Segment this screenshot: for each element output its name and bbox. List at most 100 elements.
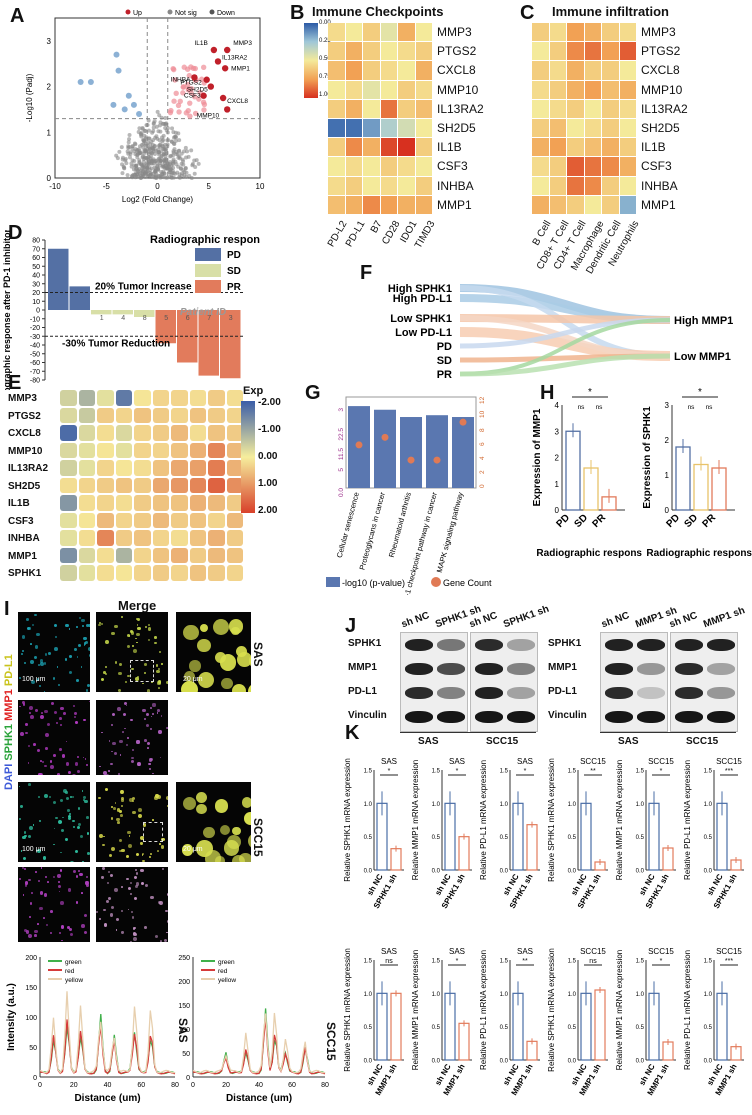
heat-e-colorbar-tick: 0.00 <box>258 451 277 462</box>
cell-signal <box>197 639 210 652</box>
waterfall-legend-swatch <box>195 264 221 277</box>
heat-cell <box>602 100 619 118</box>
western-row-label: SPHK1 <box>548 638 581 649</box>
channel-sphk1: SPHK1 <box>3 724 15 761</box>
heat-cell <box>398 138 415 156</box>
cell-signal <box>87 684 90 687</box>
profile-y-tick: 100 <box>178 1027 190 1034</box>
heat-e-cell <box>79 565 96 581</box>
qpcr-sig: ** <box>522 958 528 965</box>
heat-cell <box>567 81 584 99</box>
volcano-point-ns <box>138 151 142 155</box>
heat-e-cell <box>190 460 207 476</box>
cell-signal <box>43 917 45 919</box>
barh-bar <box>712 468 726 510</box>
cell-signal <box>221 678 232 689</box>
volcano-point-ns <box>184 146 188 150</box>
cell-signal <box>107 882 109 884</box>
cell-signal <box>19 878 21 880</box>
qpcr-y-tick: 0.5 <box>568 835 577 841</box>
cell-signal <box>34 934 37 937</box>
cell-signal <box>83 637 87 641</box>
heat-e-colorbar-tick: 1.00 <box>258 478 277 489</box>
volcano-point-ns <box>145 174 149 178</box>
western-membrane <box>470 632 538 732</box>
qpcr-bar <box>663 848 673 870</box>
cell-signal <box>244 812 251 824</box>
heat-e-cell <box>79 478 96 494</box>
heat-cell <box>567 157 584 175</box>
volcano-point-ns <box>135 155 139 159</box>
volcano-point-ns <box>141 127 145 131</box>
enrich-bar <box>426 415 448 488</box>
barh-y-tick: 1 <box>665 471 670 480</box>
cell-signal <box>205 850 222 862</box>
heat-row-label: CSF3 <box>437 159 468 173</box>
volcano-point-ns <box>197 162 201 166</box>
qpcr-y-tick: 0.5 <box>500 835 509 841</box>
barh-y-tick: 4 <box>555 401 560 410</box>
western-band <box>507 687 535 699</box>
cell-signal <box>23 857 26 860</box>
western-band <box>475 639 503 651</box>
heat-cell <box>381 196 398 214</box>
cell-signal <box>146 724 149 727</box>
heat-cell <box>416 196 433 214</box>
western-band <box>475 687 503 699</box>
heat-col-label: IDO1 <box>410 219 420 225</box>
cell-signal <box>43 856 46 859</box>
heat-cell <box>328 61 345 79</box>
cell-signal <box>166 681 168 684</box>
cell-signal <box>134 876 137 879</box>
cell-signal <box>53 844 55 846</box>
volcano-point-ns <box>153 119 157 123</box>
heat-cell <box>620 196 637 214</box>
cell-signal <box>77 656 79 658</box>
qpcr-title: SCC15 <box>716 947 742 956</box>
qpcr-sig: ns <box>385 958 393 965</box>
cell-signal <box>59 932 61 934</box>
cell-signal <box>59 717 62 720</box>
heat-e-cell <box>153 460 170 476</box>
channel-pdl1: PD-L1 <box>3 654 15 686</box>
barh-bar <box>584 468 598 510</box>
cell-signal <box>82 790 84 792</box>
barh-sig: ns <box>688 404 696 411</box>
volcano-legend-dot <box>168 10 173 15</box>
heat-cell <box>398 61 415 79</box>
cell-signal <box>109 740 111 742</box>
heat-e-cell <box>134 443 151 459</box>
volcano-point-ns <box>158 120 162 124</box>
heat-e-colorbar-tick: -2.00 <box>258 397 281 408</box>
profile-y-tick: 200 <box>25 955 37 962</box>
qpcr-y-label: Relative MMP1 mRNA expression <box>615 760 624 880</box>
volcano-point-up <box>178 99 183 104</box>
barh-cat: SD <box>683 512 701 530</box>
volcano-point-down <box>122 106 128 112</box>
heat-e-cell <box>79 460 96 476</box>
qpcr-title: SCC15 <box>648 947 674 956</box>
heat-e-cell <box>60 478 77 494</box>
heat-cell <box>381 42 398 60</box>
qpcr-sig: * <box>660 958 663 965</box>
volcano-point-ns <box>159 149 163 153</box>
western-band <box>605 663 633 675</box>
cell-signal <box>80 835 84 839</box>
heat-e-cell <box>208 443 225 459</box>
heat-e-cell <box>60 548 77 564</box>
cell-signal <box>76 875 79 878</box>
cell-signal <box>60 724 63 727</box>
volcano-point-up <box>182 65 187 70</box>
volcano-point-down <box>78 79 84 85</box>
qpcr-y-tick: 1.5 <box>704 959 713 965</box>
western-band <box>675 687 703 699</box>
cell-signal <box>147 689 150 692</box>
cell-signal <box>53 754 56 757</box>
heat-e-cell <box>60 425 77 441</box>
heat-e-cell <box>134 495 151 511</box>
cell-signal <box>155 935 158 938</box>
cell-signal <box>128 887 131 890</box>
volcano-point-ns <box>160 116 164 120</box>
heat-e-cell <box>116 478 133 494</box>
